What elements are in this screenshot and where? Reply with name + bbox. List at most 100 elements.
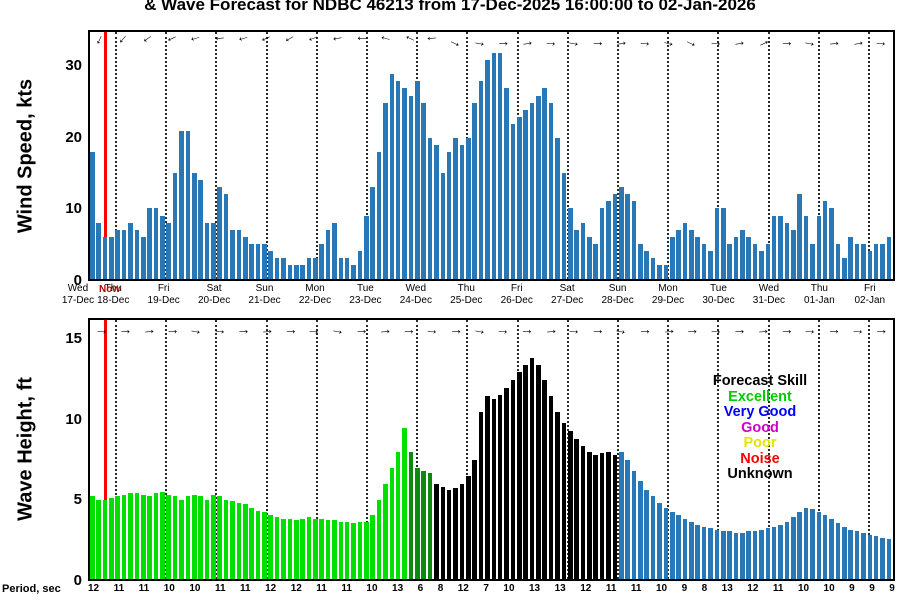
period-value: 9 xyxy=(889,583,895,594)
wind-bar xyxy=(211,222,216,279)
direction-arrow-icon: → xyxy=(682,30,702,52)
wave-bar xyxy=(300,518,305,579)
wind-bar xyxy=(606,201,611,279)
wave-bar xyxy=(211,494,216,579)
wind-bar xyxy=(223,194,229,279)
wave-bar xyxy=(810,509,815,579)
wind-bar xyxy=(389,74,395,279)
period-value: 12 xyxy=(580,583,592,594)
direction-arrow-icon: → xyxy=(446,30,466,52)
period-value: 12 xyxy=(265,583,277,594)
now-marker-line xyxy=(104,320,108,579)
period-axis-label: Period, sec xyxy=(2,583,61,595)
day-tick-label: Fri 19-Dec xyxy=(148,283,180,306)
date-label: 19-Dec xyxy=(147,294,180,306)
day-gridline xyxy=(215,320,218,579)
direction-arrow-icon: → xyxy=(424,32,441,50)
wind-bar xyxy=(644,250,650,279)
wave-bar xyxy=(357,521,363,579)
wave-bar xyxy=(746,531,751,579)
day-gridline xyxy=(817,320,820,579)
direction-arrow-icon: → xyxy=(542,320,559,338)
direction-arrow-icon: → xyxy=(377,320,393,338)
day-gridline xyxy=(215,32,218,279)
date-label: 18-Dec xyxy=(97,294,130,306)
wind-bar xyxy=(242,236,248,279)
direction-arrow-icon: → xyxy=(496,33,511,49)
wave-bar xyxy=(574,439,579,579)
period-value: 11 xyxy=(138,583,150,594)
wave-bar xyxy=(822,515,828,579)
wind-bar xyxy=(886,236,892,279)
wind-bar xyxy=(421,102,426,279)
direction-arrow-icon: → xyxy=(212,32,228,50)
wind-ytick-label: 10 xyxy=(65,200,82,218)
wind-bar xyxy=(434,144,439,279)
direction-arrow-icon: → xyxy=(354,33,369,49)
day-gridline xyxy=(717,320,720,579)
wave-bar xyxy=(835,523,841,579)
period-value: 11 xyxy=(214,583,226,594)
x-axis-day-labels: Wed 17-Dec Thu 18-Dec Fri 19-Dec Sat 20-Dec Sun 2… xyxy=(62,283,895,309)
period-value: 10 xyxy=(163,583,175,594)
wind-bar xyxy=(695,236,700,279)
wave-bar xyxy=(262,512,267,579)
date-label: 01-Jan xyxy=(804,294,835,306)
wind-bar xyxy=(293,264,299,279)
wind-bar xyxy=(771,215,777,279)
day-of-week-label: Thu xyxy=(810,283,828,294)
legend-entry-very-good: Very Good xyxy=(723,404,797,420)
period-value: 9 xyxy=(681,583,688,594)
wave-bar xyxy=(332,520,337,579)
wind-bar xyxy=(542,88,548,279)
day-tick-label: Sun 28-Dec xyxy=(601,283,633,306)
wave-bar xyxy=(172,496,178,579)
wave-bar xyxy=(319,518,324,579)
wind-bar xyxy=(185,130,191,279)
direction-arrow-icon: → xyxy=(449,321,464,337)
date-label: 23-Dec xyxy=(349,294,382,306)
wind-bar xyxy=(523,109,528,279)
day-tick-label: Thu 01-Jan xyxy=(804,283,835,306)
wave-bar xyxy=(421,470,426,579)
day-gridline xyxy=(315,32,318,279)
day-gridline xyxy=(115,320,118,579)
day-tick-label: Tue 30-Dec xyxy=(702,283,734,306)
wave-bar xyxy=(759,529,764,579)
wind-bar xyxy=(784,222,790,279)
wind-bar xyxy=(262,243,267,279)
direction-arrow-icon: → xyxy=(565,31,583,51)
wind-bar xyxy=(867,250,873,279)
wave-bar xyxy=(542,380,548,579)
date-label: 29-Dec xyxy=(651,294,685,306)
direction-arrow-icon: → xyxy=(305,31,324,51)
period-value: 11 xyxy=(113,583,125,594)
direction-arrow-icon: → xyxy=(753,30,773,52)
wind-bar xyxy=(478,81,484,279)
direction-arrow-icon: → xyxy=(874,321,889,337)
wind-bar xyxy=(682,222,688,279)
legend-entry-excellent: Excellent xyxy=(728,388,792,405)
wind-bar xyxy=(255,243,261,279)
wave-bar xyxy=(765,528,771,579)
wave-bar xyxy=(389,467,395,579)
wave-bar xyxy=(676,515,681,579)
day-gridline xyxy=(566,320,569,579)
wind-bar xyxy=(567,208,573,279)
wind-bar xyxy=(147,208,152,279)
day-gridline xyxy=(566,32,569,279)
day-gridline xyxy=(867,320,870,579)
wind-ytick-label: 20 xyxy=(65,128,82,146)
period-value: 11 xyxy=(341,583,352,594)
wind-bar xyxy=(491,53,497,279)
wave-bar xyxy=(548,396,554,579)
wind-bar xyxy=(415,81,420,279)
wave-bar xyxy=(580,445,586,579)
day-gridline xyxy=(366,32,369,279)
day-gridline xyxy=(717,32,720,279)
wave-bar xyxy=(427,472,433,579)
wave-bar xyxy=(121,494,127,579)
direction-arrow-icon: → xyxy=(755,320,771,338)
wind-bar xyxy=(370,187,375,279)
day-of-week-label: Thu xyxy=(104,283,122,294)
